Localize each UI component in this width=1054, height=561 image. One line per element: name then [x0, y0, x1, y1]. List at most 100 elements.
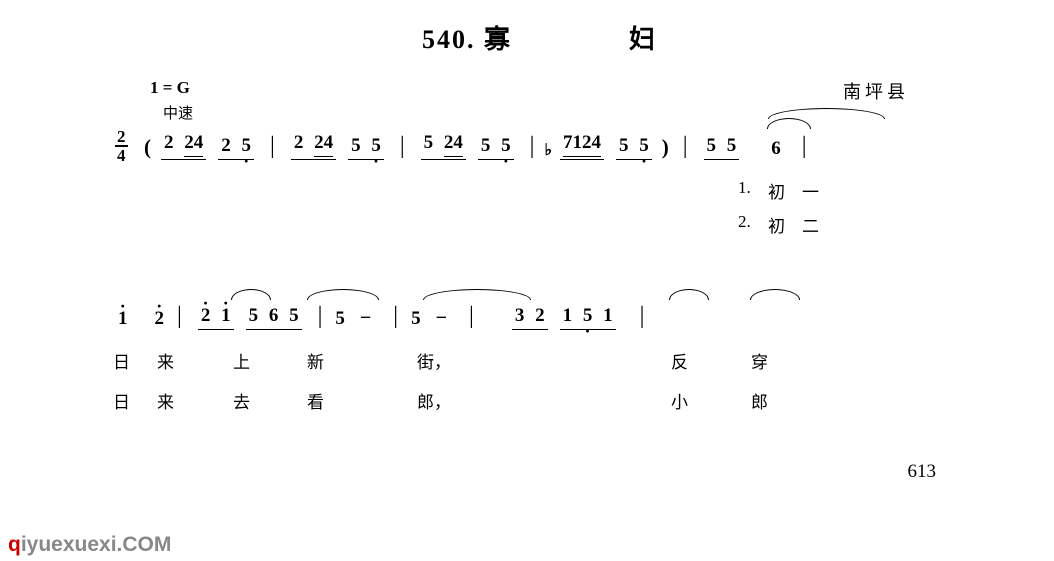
note: 5: [249, 305, 259, 327]
note-group: 5 5: [704, 135, 740, 160]
note: 2: [201, 305, 211, 327]
page-title: 540. 寡 妇: [115, 19, 964, 56]
note: 5: [411, 308, 421, 330]
music-line-1: ( 2 24 2 5 | 2 24 5 5 | 5 24 5 5 | ♭ 7: [140, 132, 964, 160]
lyric-char: 来: [157, 388, 174, 413]
dash: −: [436, 307, 447, 330]
lyric-char: 上: [233, 348, 250, 373]
tie-arc: [767, 118, 811, 129]
lyric-char: 街，: [417, 348, 451, 373]
dash: −: [360, 307, 371, 330]
note: 6: [771, 138, 781, 160]
note-group: 2 24: [291, 132, 336, 160]
note: 5: [481, 135, 491, 157]
note: 5: [289, 305, 299, 327]
title-number: 540: [422, 25, 467, 54]
note-group: 2 5: [218, 135, 254, 160]
barline: |: [270, 133, 275, 160]
tie-arc: [423, 289, 531, 300]
note: 2: [164, 132, 174, 154]
note: 1: [118, 308, 128, 330]
verse-number: 1.: [738, 178, 751, 198]
note: 5: [424, 132, 434, 154]
note-group: 1 5 1: [560, 305, 616, 330]
lyric-char: 反: [671, 348, 688, 373]
lyric-char: 日: [113, 388, 130, 413]
note-group: 2 24: [161, 132, 206, 160]
lyric-char: 二: [802, 212, 819, 237]
barline: |: [640, 303, 645, 330]
barline: |: [802, 133, 807, 160]
lyric-char: 一: [802, 178, 819, 203]
tie-arc: [231, 289, 271, 300]
note-group: 5 6 5: [246, 305, 302, 330]
lyric-char: 来: [157, 348, 174, 373]
open-paren: (: [144, 135, 151, 160]
music-line-2: 1 2 | 2 1 5 6 5 | 5 − | 5 − | 3 2 1 5 1 …: [115, 303, 964, 330]
tie-arc: [750, 289, 800, 300]
barline: |: [400, 133, 405, 160]
barline: |: [177, 303, 182, 330]
tie-arc: [669, 289, 709, 300]
note: 1: [603, 305, 613, 327]
note: 5: [501, 135, 511, 157]
lyric-char: 初: [768, 212, 785, 237]
note: 1: [221, 305, 231, 327]
note: 5: [242, 135, 252, 157]
note: 7124: [563, 132, 601, 157]
note: 24: [314, 132, 333, 157]
verse-number: 2.: [738, 212, 751, 232]
lyric-char: 看: [307, 388, 324, 413]
lyric-char: 去: [233, 388, 250, 413]
tie-arc: [768, 108, 885, 119]
note: 5: [351, 135, 361, 157]
note: 24: [184, 132, 203, 157]
lyric-char: 郎: [751, 388, 768, 413]
note: 5: [707, 135, 717, 157]
watermark-text: iyuexuexi.COM: [21, 533, 172, 556]
tempo-mark: 中速: [163, 102, 193, 123]
note: 5: [727, 135, 737, 157]
title-char-1: 寡: [484, 25, 512, 54]
title-char-2: 妇: [629, 25, 657, 54]
note: 2: [155, 308, 165, 330]
time-sig-numerator: 2: [115, 128, 128, 147]
note: 2: [535, 305, 545, 327]
lyric-char: 小: [671, 388, 688, 413]
lyric-char: 穿: [751, 348, 768, 373]
note-group: 5 5: [348, 135, 384, 160]
page-number: 613: [908, 461, 937, 483]
note: 2: [221, 135, 231, 157]
lyric-char: 新: [307, 348, 324, 373]
note: 5: [639, 135, 649, 157]
barline: |: [530, 133, 535, 160]
note: 3: [515, 305, 525, 327]
note-group: 5 5: [616, 135, 652, 160]
note-group: 3 2: [512, 305, 548, 330]
watermark: qiyuexuexi.COM: [8, 533, 171, 557]
note: 5: [619, 135, 629, 157]
close-paren: ): [662, 135, 669, 160]
flat-sign: ♭: [544, 140, 552, 160]
note: 5: [371, 135, 381, 157]
barline: |: [318, 303, 323, 330]
note: 5: [583, 305, 593, 327]
origin-label: 南坪县: [843, 78, 909, 104]
note: 5: [335, 308, 345, 330]
barline: |: [683, 133, 688, 160]
lyric-char: 初: [768, 178, 785, 203]
barline: |: [393, 303, 398, 330]
note-group: 5 5: [478, 135, 514, 160]
barline: |: [469, 303, 474, 330]
time-signature: 2 4: [115, 128, 128, 164]
watermark-q: q: [8, 533, 21, 556]
note-group: 5 24: [421, 132, 466, 160]
lyric-char: 日: [113, 348, 130, 373]
lyric-char: 郎，: [417, 388, 451, 413]
time-sig-denominator: 4: [115, 147, 128, 164]
note: 1: [563, 305, 573, 327]
note-group: 7124: [560, 132, 604, 160]
note-group: 2 1: [198, 305, 234, 330]
tie-arc: [307, 289, 379, 300]
note: 24: [444, 132, 463, 157]
